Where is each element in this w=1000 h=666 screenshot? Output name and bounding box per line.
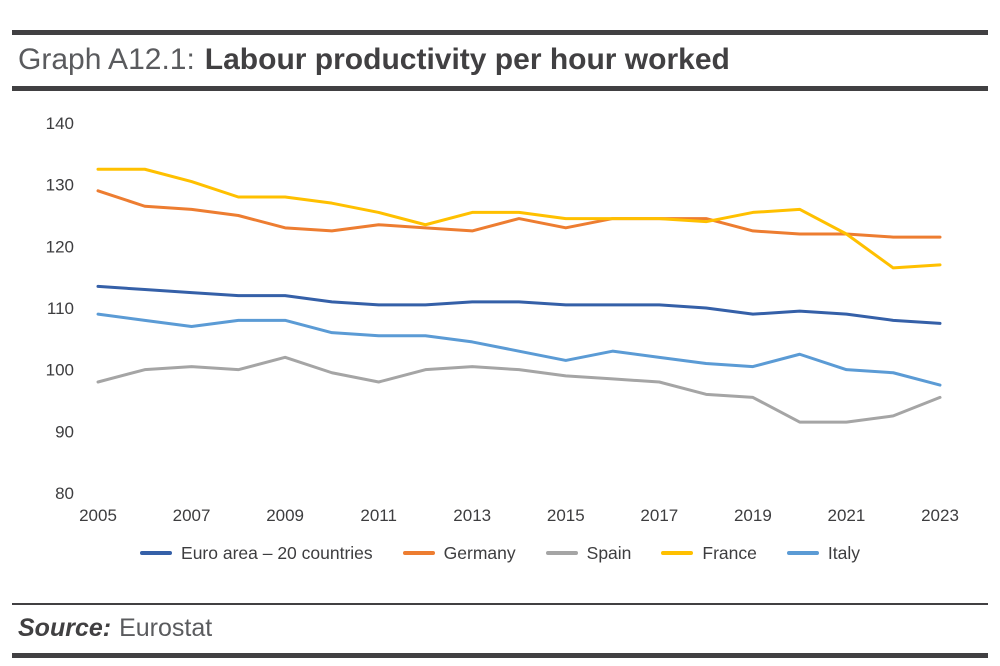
legend-item: Spain xyxy=(545,542,632,564)
legend-item: Italy xyxy=(786,542,860,564)
spacer xyxy=(12,571,988,603)
title-bottom-rule xyxy=(12,86,988,91)
source-line: Source: Eurostat xyxy=(12,605,988,653)
x-axis-tick-label: 2015 xyxy=(547,506,585,525)
chart-title-prefix: Graph A12.1: xyxy=(18,43,195,76)
x-axis-tick-label: 2019 xyxy=(734,506,772,525)
y-axis-tick-label: 80 xyxy=(55,484,74,503)
chart-title-main: Labour productivity per hour worked xyxy=(204,43,730,76)
legend-label: Italy xyxy=(827,542,860,563)
series-line-france xyxy=(96,167,942,270)
legend-item: Euro area – 20 countries xyxy=(140,543,373,564)
series-line-germany xyxy=(96,189,942,239)
chart-area: 80 90 100 110 120 130 140 2005 2007 2009 2011 2013 2… xyxy=(12,97,988,533)
legend-swatch xyxy=(545,551,578,555)
x-axis-tick-label: 2009 xyxy=(266,506,304,525)
x-axis-tick-label: 2007 xyxy=(173,506,211,525)
source-label: Source: xyxy=(18,614,112,642)
y-axis-tick-label: 120 xyxy=(46,237,74,256)
bottom-rule xyxy=(12,653,988,658)
x-axis-tick-label: 2021 xyxy=(828,506,866,525)
legend-label: Euro area – 20 countries xyxy=(181,542,373,563)
legend-label: France xyxy=(702,542,757,563)
legend-swatch xyxy=(786,551,819,555)
x-axis-tick-label: 2013 xyxy=(453,506,491,525)
x-axis-tick-label: 2011 xyxy=(360,506,397,525)
chart-legend: Euro area – 20 countries Germany Spain Fran… xyxy=(12,535,988,571)
legend-item: France xyxy=(661,542,757,564)
chart-title: Graph A12.1: Labour productivity per hour… xyxy=(12,35,988,86)
legend-swatch xyxy=(140,551,173,555)
x-axis-tick-label: 2017 xyxy=(640,506,678,525)
legend-swatch xyxy=(661,551,694,555)
source-value: Eurostat xyxy=(119,614,213,642)
y-axis-tick-label: 130 xyxy=(46,176,74,195)
legend-label: Spain xyxy=(586,542,632,563)
y-axis-tick-label: 100 xyxy=(46,361,74,380)
x-axis-tick-label: 2005 xyxy=(79,506,117,525)
x-axis-tick-label: 2023 xyxy=(921,506,959,525)
top-rule xyxy=(12,30,988,35)
legend-item: Germany xyxy=(402,542,516,564)
source-divider-rule xyxy=(12,603,988,605)
legend-label: Germany xyxy=(443,542,516,563)
y-axis-tick-label: 90 xyxy=(55,422,74,441)
series-line-euro-area-20-countries xyxy=(96,284,942,325)
legend-swatch xyxy=(402,551,435,555)
y-axis-tick-label: 110 xyxy=(47,299,74,318)
series-line-italy xyxy=(96,312,942,387)
series-line-spain xyxy=(96,355,942,424)
line-chart: 80 90 100 110 120 130 140 2005 2007 2009 2011 2013 2… xyxy=(46,114,959,525)
y-axis-tick-label: 140 xyxy=(46,114,74,133)
